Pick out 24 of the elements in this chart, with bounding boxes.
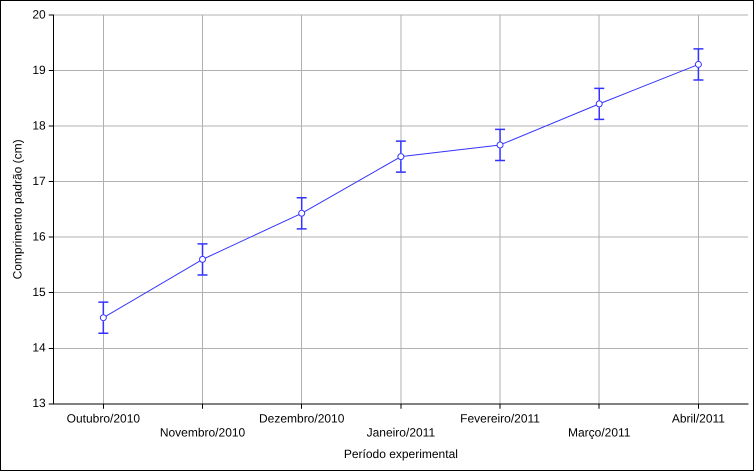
- point: [397, 153, 404, 160]
- point: [100, 314, 107, 322]
- point: [496, 141, 504, 148]
- x-tick-label: Dezembro/2010: [259, 411, 345, 426]
- x-tick-label: Fevereiro/2011: [460, 411, 540, 426]
- y-tick-label: 13: [32, 396, 46, 410]
- point: [596, 100, 603, 108]
- x-tick-label: Novembro/2010: [160, 426, 246, 440]
- y-tick-label: 19: [32, 62, 46, 77]
- y-tick-label: 20: [32, 7, 46, 22]
- y-tick-label: 17: [32, 174, 46, 188]
- x-axis-title: Período experimental: [344, 447, 458, 462]
- y-axis-title: Comprimento padrão (cm): [10, 139, 25, 280]
- point: [694, 60, 702, 68]
- x-tick-label: Janeiro/2011: [366, 426, 436, 440]
- y-tick-label: 15: [32, 285, 46, 300]
- x-tick-label: Outubro/2010: [66, 411, 140, 426]
- point: [298, 210, 306, 217]
- y-tick-label: 18: [32, 118, 46, 132]
- x-tick-label: Abril/2011: [672, 411, 726, 426]
- x-tick-label: Março/2011: [568, 426, 631, 440]
- y-tick-label: 16: [32, 229, 46, 244]
- point: [199, 256, 206, 263]
- y-tick-label: 14: [32, 340, 46, 355]
